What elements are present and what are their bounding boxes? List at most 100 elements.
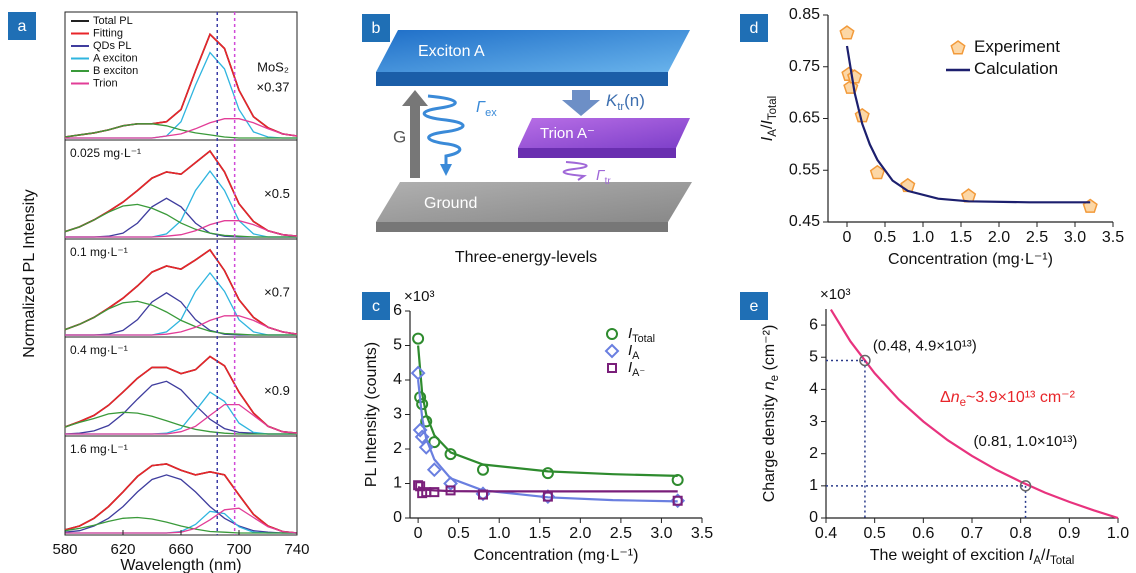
rate-arg: (n) <box>624 91 645 110</box>
trion-level-edge <box>518 148 676 158</box>
ground-level-edge <box>376 222 668 232</box>
x-axis-label: Concentration (mg·L⁻¹) <box>474 547 639 564</box>
legend-label: Calculation <box>974 59 1058 78</box>
x-tick-label: 0 <box>843 229 852 246</box>
y-tick-label: 0.55 <box>789 161 820 178</box>
panel-letter: d <box>750 20 759 37</box>
point-annotation: (0.81, 1.0×10¹³) <box>974 433 1078 450</box>
legend-label: QDs PL <box>93 40 132 52</box>
x-tick-label: 0.8 <box>1010 525 1032 542</box>
rate-sub: tr <box>605 176 612 187</box>
annotation-part: n <box>951 389 960 406</box>
level-label: Exciton A <box>418 43 485 60</box>
annotation-part: Δ <box>940 389 951 406</box>
x-tick-label: 700 <box>226 541 251 558</box>
x-tick-label: 1.0 <box>488 525 510 542</box>
x-axis-label-part: Total <box>1050 555 1074 567</box>
x-tick-label: 3.5 <box>691 525 713 542</box>
y-tick-label: 0.45 <box>789 213 820 230</box>
y-tick-label: 5 <box>393 337 402 354</box>
legend-sub: Total <box>632 333 655 345</box>
y-tick-label: 1 <box>809 477 818 494</box>
level-label: Ground <box>424 195 477 212</box>
data-point <box>840 26 853 39</box>
data-point <box>901 179 914 192</box>
annotation: Δne~3.9×10¹³ cm⁻² <box>940 389 1076 409</box>
data-point <box>543 468 553 478</box>
x-tick-label: 620 <box>110 541 135 558</box>
legend-marker <box>608 364 616 372</box>
decay-wave <box>424 96 463 166</box>
y-axis-label: IA/ITotal <box>759 96 779 141</box>
pump-label: G <box>393 127 406 146</box>
y-tick-label: 4 <box>809 381 818 398</box>
y-axis-label: Charge density ne (cm⁻²) <box>761 325 781 503</box>
y-tick-label: 0 <box>393 509 402 526</box>
x-tick-label: 0.7 <box>961 525 983 542</box>
legend-marker <box>606 345 618 357</box>
scale-factor: ×0.37 <box>257 79 290 94</box>
panel-sample-label: 0.1 mg·L⁻¹ <box>70 245 128 259</box>
legend-label: Fitting <box>93 27 123 39</box>
legend-sub: A <box>632 350 640 362</box>
exciton-level-edge <box>376 72 668 86</box>
x-axis-label-part: The weight of excition <box>870 547 1029 564</box>
y-axis-label-part: Charge density <box>761 390 778 502</box>
x-tick-label: 1.5 <box>950 229 972 246</box>
x-tick-label: 0.9 <box>1058 525 1080 542</box>
panel-sample-label: 1.6 mg·L⁻¹ <box>70 442 128 456</box>
panel-sample-label: 0.025 mg·L⁻¹ <box>70 146 141 160</box>
legend-label: Trion <box>93 77 118 89</box>
point-annotation: (0.48, 4.9×10¹³) <box>873 337 977 354</box>
y-axis-label: Normalized PL Intensity <box>21 189 38 357</box>
legend-name: Experiment <box>974 37 1060 56</box>
y-tick-label: 3 <box>393 406 402 423</box>
x-tick-label: 0.4 <box>815 525 837 542</box>
legend-label: IA⁻ <box>628 359 645 379</box>
scale-factor: ×0.5 <box>264 186 290 201</box>
spectrum-line <box>65 392 297 434</box>
y-tick-label: 4 <box>393 371 402 388</box>
x-tick-label: 1.0 <box>1107 525 1129 542</box>
spectrum-line <box>65 250 297 334</box>
legend-label: Experiment <box>974 37 1060 56</box>
fit-line <box>418 346 678 476</box>
x-tick-label: 0.5 <box>864 525 886 542</box>
spectrum-line <box>65 198 297 237</box>
y-axis-label-part: n <box>761 381 778 390</box>
x-tick-label: 3.0 <box>650 525 672 542</box>
y-tick-label: 0 <box>809 509 818 526</box>
spectrum-line <box>65 273 297 335</box>
x-tick-label: 0 <box>414 525 423 542</box>
x-axis-label: The weight of excition IA/ITotal <box>870 547 1075 567</box>
rate-label: Γtr <box>596 167 611 187</box>
panel-letter: b <box>372 20 381 37</box>
spectrum-line <box>65 250 297 334</box>
transfer-arrow <box>562 90 600 116</box>
x-axis-label: Wavelength (nm) <box>120 557 241 573</box>
panel-letter: c <box>372 298 380 315</box>
annotation-part: ~3.9×10¹³ cm⁻² <box>966 389 1076 406</box>
panel-sample-label: 0.4 mg·L⁻¹ <box>70 343 128 357</box>
y-tick-label: 1 <box>393 475 402 492</box>
legend-name: Calculation <box>974 59 1058 78</box>
scale-factor: ×0.9 <box>264 383 290 398</box>
x-tick-label: 0.6 <box>912 525 934 542</box>
rate-label: Γex <box>476 99 497 119</box>
panel-letter: e <box>750 298 759 315</box>
spectrum-line <box>65 405 297 434</box>
y-axis-label-part: Total <box>767 96 779 120</box>
y-tick-label: 3 <box>809 413 818 430</box>
spectrum-line <box>65 301 297 335</box>
data-point <box>478 465 488 475</box>
panel-sample-label: MoS₂ <box>257 59 289 74</box>
x-tick-label: 0.5 <box>448 525 470 542</box>
y-tick-label: 2 <box>393 440 402 457</box>
panel-b: b Exciton A Trion A⁻ Ground G Γex Ktr(n)… <box>362 14 692 266</box>
scale-factor: ×0.7 <box>264 284 290 299</box>
legend-sub: A⁻ <box>632 367 645 379</box>
y-tick-label: 5 <box>809 348 818 365</box>
decay-arrowhead <box>440 164 452 176</box>
y-axis-label-part: (cm⁻²) <box>761 325 778 375</box>
x-tick-label: 2.0 <box>988 229 1010 246</box>
